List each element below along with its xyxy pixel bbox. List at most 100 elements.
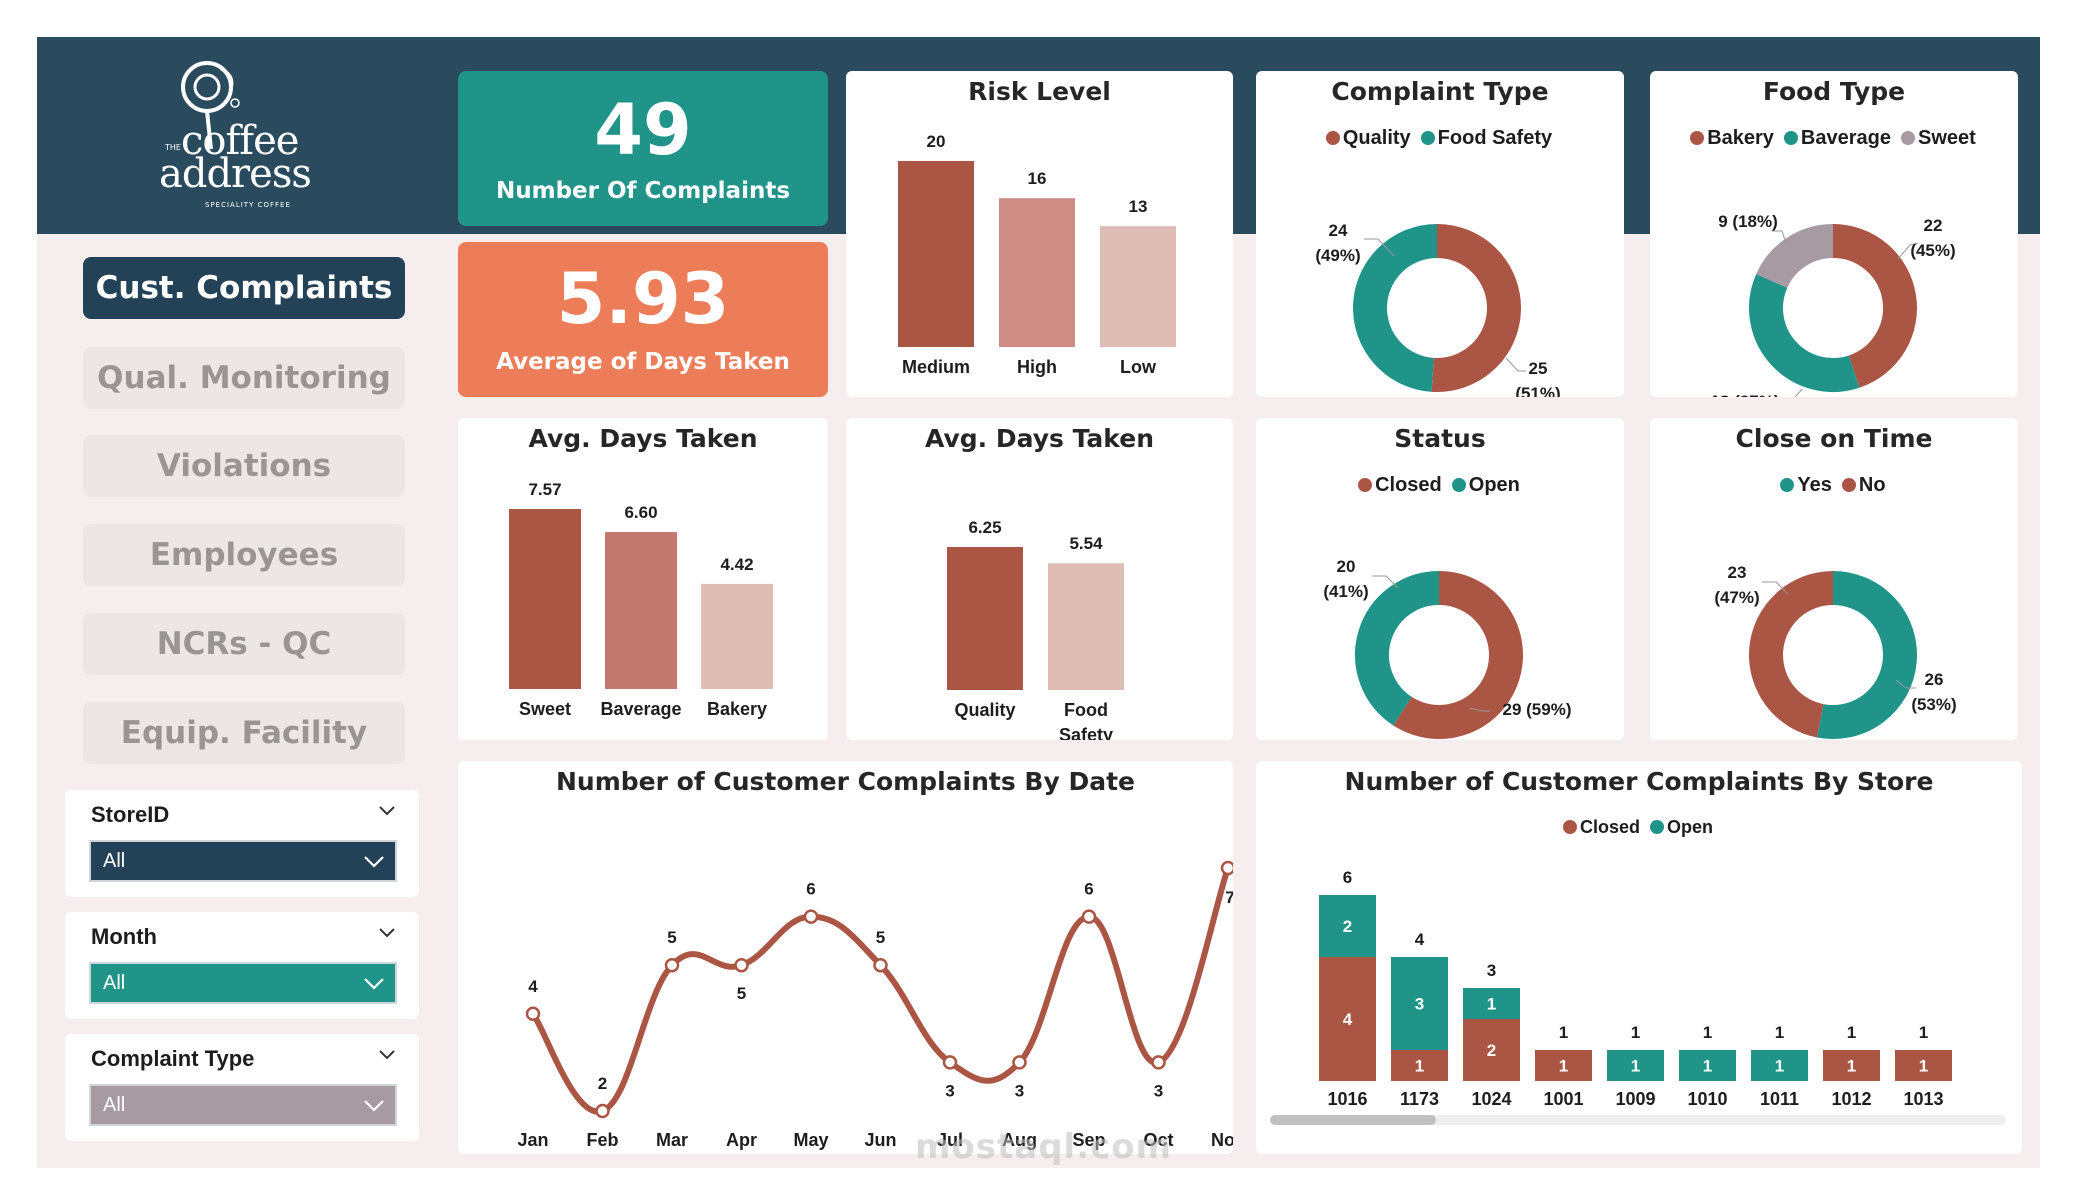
nav-label: Qual. Monitoring — [97, 360, 391, 396]
data-label: 7.57 — [528, 480, 561, 499]
category-label: Baverage — [600, 699, 681, 719]
nav-ncrs-qc-button[interactable]: NCRs - QC — [83, 613, 405, 675]
total-label: 6 — [1343, 868, 1352, 887]
chevron-down-icon[interactable] — [377, 922, 397, 942]
complaint-type-card: Complaint Type Quality Food Safety 25 (51%… — [1256, 71, 1624, 397]
data-label: 3 — [1015, 1081, 1024, 1100]
legend-label: Baverage — [1800, 127, 1891, 149]
kpi-number-of-complaints: 49 Number Of Complaints — [458, 71, 828, 226]
storeid-dropdown[interactable]: All — [89, 840, 397, 882]
kpi-label: Number Of Complaints — [495, 178, 791, 204]
chart-title: Close on Time — [1735, 424, 1933, 453]
leader-line — [1794, 388, 1803, 397]
leader-line — [1897, 242, 1919, 260]
month-slicer-title: Month — [91, 924, 157, 949]
avg-days-type-chart: 6.25 Quality 5.54 Food Safety — [947, 518, 1124, 740]
chevron-down-icon[interactable] — [377, 800, 397, 820]
food-type-card: Food Type Bakery Baverage Sweet 22 (45%) 18 … — [1650, 71, 2018, 397]
legend-label: Sweet — [1917, 127, 1976, 149]
close-on-time-donut: 26 (53%) 23 (47%) — [1714, 563, 1957, 739]
category-label: Aug — [1002, 1130, 1037, 1150]
dashboard: THE coffee address SPECIALITY COFFEE Cus… — [37, 37, 2040, 1168]
category-label: 1024 — [1471, 1089, 1511, 1109]
legend-dot — [1325, 131, 1340, 145]
slice-label: 18 (37%) — [1711, 392, 1780, 397]
legend-dot — [1562, 820, 1577, 834]
leader-line — [1505, 357, 1526, 372]
close-on-time-card: Close on Time Yes No 26 (53%) 23 (47%) — [1650, 418, 2018, 740]
stacked-bar-segment — [1679, 1050, 1736, 1081]
category-label: Sep — [1072, 1130, 1105, 1150]
stacked-bar-segment — [1895, 1050, 1952, 1081]
segment-label: 3 — [1415, 995, 1424, 1014]
nav-violations-button[interactable]: Violations — [83, 435, 405, 497]
chart-title: Avg. Days Taken — [925, 424, 1154, 453]
segment-label: 1 — [1847, 1057, 1856, 1076]
status-donut: 29 (59%) 20 (41%) — [1323, 557, 1571, 739]
category-label: 1013 — [1903, 1089, 1943, 1109]
slice-label: (47%) — [1714, 588, 1759, 607]
category-label: 1011 — [1760, 1089, 1799, 1109]
slice-label: 22 — [1924, 216, 1943, 235]
nav-qual-monitoring-button[interactable]: Qual. Monitoring — [83, 347, 405, 409]
complaint-type-slicer-title: Complaint Type — [91, 1046, 255, 1071]
total-label: 1 — [1703, 1023, 1712, 1042]
kpi-average-days-taken: 5.93 Average of Days Taken — [458, 242, 828, 397]
nav-label: Employees — [149, 537, 339, 573]
coffee-logo-icon — [181, 61, 240, 150]
bar — [701, 583, 773, 689]
month-dropdown[interactable]: All — [89, 962, 397, 1004]
complaints-by-store-card: Number of Customer Complaints By Store C… — [1256, 761, 2022, 1154]
series-line — [530, 865, 1231, 1115]
slice-label: (45%) — [1910, 241, 1955, 260]
slice-label: 9 (18%) — [1718, 212, 1778, 231]
risk-level-card: Risk Level 20 Medium 16 High 13 Low — [846, 71, 1233, 397]
segment-label: 1 — [1631, 1057, 1640, 1076]
slice-label: (41%) — [1323, 582, 1368, 601]
horizontal-scrollbar[interactable] — [1270, 1115, 2006, 1125]
complaint-type-dropdown[interactable]: All — [89, 1084, 397, 1126]
complaint-type-slicer: Complaint Type All — [65, 1034, 419, 1141]
logo-word-1: coffee — [181, 118, 299, 164]
category-label: Safety — [1059, 725, 1113, 740]
data-label: 3 — [945, 1081, 954, 1100]
data-point — [664, 957, 680, 973]
leader-line — [1895, 679, 1916, 689]
chart-legend: Closed Open — [1256, 817, 2022, 838]
chart-title: Number of Customer Complaints By Store — [1344, 767, 1934, 796]
avg-days-food-card: Avg. Days Taken 7.57 Sweet 6.60 Baverage 4.4… — [458, 418, 828, 740]
legend-dot — [1900, 131, 1915, 145]
logo-tagline: SPECIALITY COFFEE — [205, 201, 291, 209]
slice-label: 25 — [1529, 359, 1548, 378]
segment-label: 2 — [1487, 1041, 1496, 1060]
avg-days-food-chart: 7.57 Sweet 6.60 Baverage 4.42 Bakery — [509, 480, 773, 719]
category-label: May — [793, 1130, 828, 1150]
category-label: 1010 — [1687, 1089, 1727, 1109]
chevron-down-icon — [364, 1100, 384, 1112]
scrollbar-thumb[interactable] — [1270, 1115, 1436, 1125]
stacked-bar-segment — [1391, 1050, 1448, 1081]
nav-cust-complaints-button[interactable]: Cust. Complaints — [83, 257, 405, 319]
kpi-value: 5.93 — [556, 258, 730, 340]
data-point — [873, 957, 888, 973]
data-label: 13 — [1129, 197, 1148, 216]
month-slicer: Month All — [65, 912, 419, 1019]
total-label: 3 — [1487, 961, 1496, 980]
risk-level-chart: 20 Medium 16 High 13 Low — [898, 132, 1176, 377]
legend-label: Quality — [1342, 127, 1411, 149]
data-label: 7 — [1225, 888, 1233, 907]
category-label: Bakery — [707, 699, 767, 719]
segment-label: 1 — [1415, 1057, 1424, 1076]
category-label: Nov — [1211, 1130, 1233, 1150]
data-label: 5 — [667, 928, 676, 947]
nav-equip-facility-button[interactable]: Equip. Facility — [83, 702, 405, 764]
total-label: 1 — [1559, 1023, 1568, 1042]
data-point — [595, 1103, 610, 1119]
nav-employees-button[interactable]: Employees — [83, 524, 405, 586]
stacked-bar-segment — [1751, 1050, 1808, 1081]
donut-slice — [1355, 571, 1440, 726]
coffee-address-logo: THE coffee address SPECIALITY COFFEE — [137, 51, 377, 221]
chevron-down-icon[interactable] — [377, 1044, 397, 1064]
segment-label: 1 — [1919, 1057, 1928, 1076]
chart-legend: Yes No — [1650, 474, 2018, 497]
